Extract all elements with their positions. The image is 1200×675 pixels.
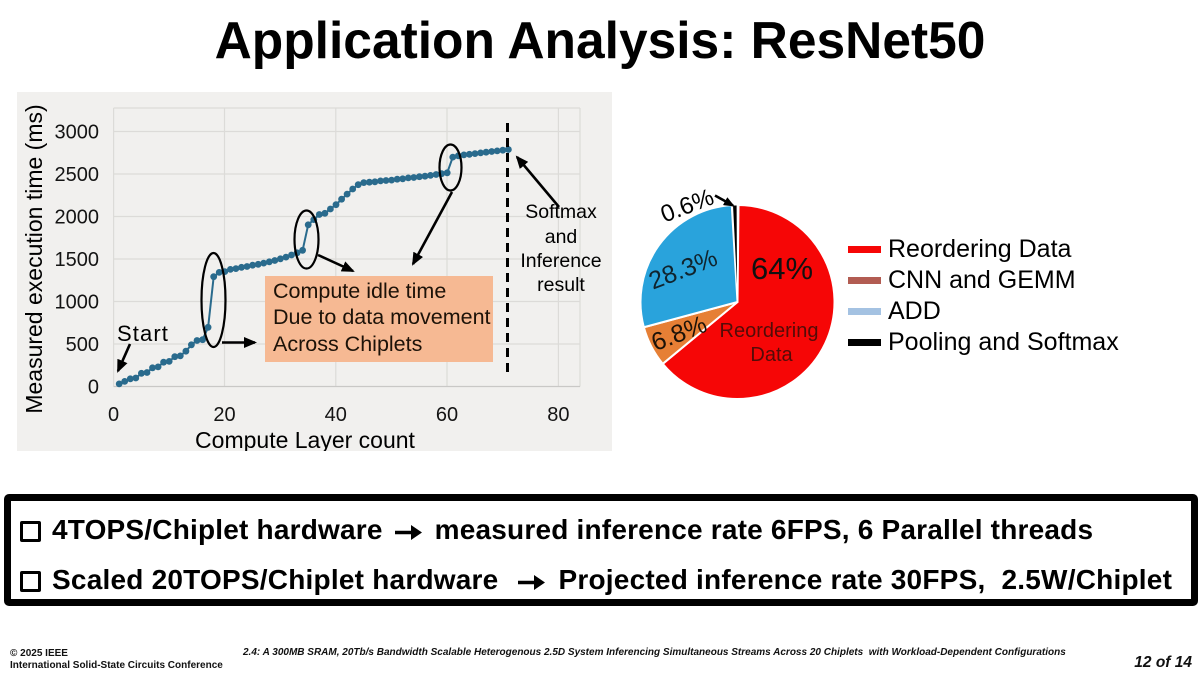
- svg-text:Due to data movement: Due to data movement: [273, 305, 491, 329]
- svg-text:Reordering: Reordering: [720, 320, 819, 342]
- svg-text:60: 60: [436, 404, 458, 426]
- svg-text:Compute Layer count: Compute Layer count: [195, 427, 416, 451]
- svg-text:Measured execution time (ms): Measured execution time (ms): [21, 104, 47, 413]
- svg-text:20: 20: [213, 404, 235, 426]
- svg-text:64%: 64%: [751, 251, 813, 286]
- svg-text:0: 0: [108, 404, 119, 426]
- svg-text:40: 40: [325, 404, 347, 426]
- svg-text:0: 0: [88, 377, 99, 399]
- svg-text:result: result: [537, 274, 585, 296]
- svg-text:80: 80: [547, 404, 569, 426]
- svg-text:Inference: Inference: [520, 250, 601, 272]
- svg-text:1000: 1000: [55, 292, 100, 314]
- svg-text:Data: Data: [750, 344, 793, 366]
- svg-text:Across Chiplets: Across Chiplets: [273, 332, 422, 356]
- svg-text:2500: 2500: [55, 164, 100, 186]
- svg-text:Start: Start: [117, 321, 169, 346]
- svg-text:Softmax: Softmax: [525, 201, 597, 223]
- svg-text:3000: 3000: [55, 122, 100, 144]
- svg-text:500: 500: [66, 334, 99, 356]
- svg-text:1500: 1500: [55, 249, 100, 271]
- svg-text:2000: 2000: [55, 207, 100, 229]
- svg-text:and: and: [545, 226, 578, 248]
- svg-text:Compute idle time: Compute idle time: [273, 279, 446, 303]
